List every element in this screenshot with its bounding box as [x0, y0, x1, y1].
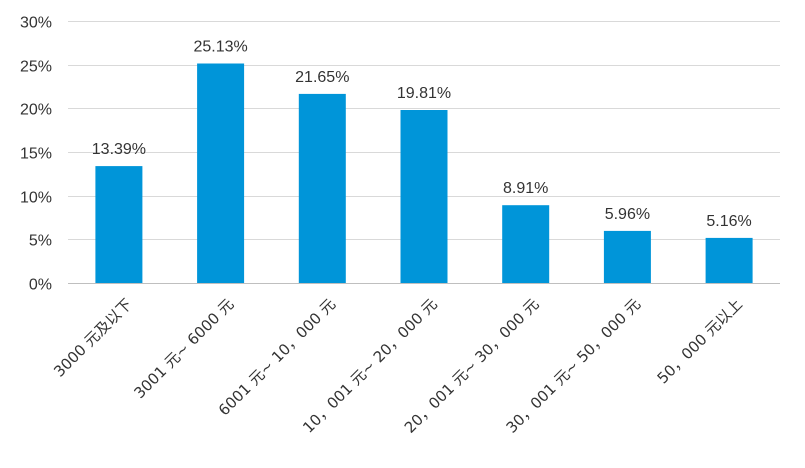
y-tick-label: 5%: [29, 233, 52, 250]
bar: [95, 166, 143, 283]
x-category-label: 6001 元~ 10，000 元: [215, 295, 339, 419]
y-tick-label: 30%: [20, 15, 52, 32]
bar: [298, 93, 346, 284]
bar: [603, 230, 651, 283]
data-label: 25.13%: [193, 39, 247, 56]
x-category-label: 50，000 元以上: [654, 295, 746, 387]
data-label: 21.65%: [295, 69, 349, 86]
data-label: 13.39%: [92, 141, 146, 158]
data-label: 5.96%: [605, 206, 650, 223]
x-category-label: 3001 元~ 6000 元: [130, 295, 237, 402]
y-tick-label: 25%: [20, 59, 52, 76]
data-label: 5.16%: [706, 213, 751, 230]
data-labels: 13.39% 25.13% 21.65% 19.81% 8.91% 5.96% 5.16%: [92, 39, 752, 230]
y-tick-label: 0%: [29, 277, 52, 294]
y-tick-label: 15%: [20, 146, 52, 163]
data-label: 8.91%: [503, 180, 548, 197]
bar: [400, 110, 448, 283]
bars: [95, 63, 753, 284]
y-tick-label: 20%: [20, 102, 52, 119]
data-label: 19.81%: [397, 85, 451, 102]
y-tick-label: 10%: [20, 190, 52, 207]
x-category-label: 3000 元及以下: [50, 295, 136, 381]
bar: [502, 205, 550, 283]
bar: [197, 63, 245, 283]
y-axis-ticks: 0% 5% 10% 15% 20% 25% 30%: [20, 15, 52, 294]
bar: [705, 237, 753, 283]
